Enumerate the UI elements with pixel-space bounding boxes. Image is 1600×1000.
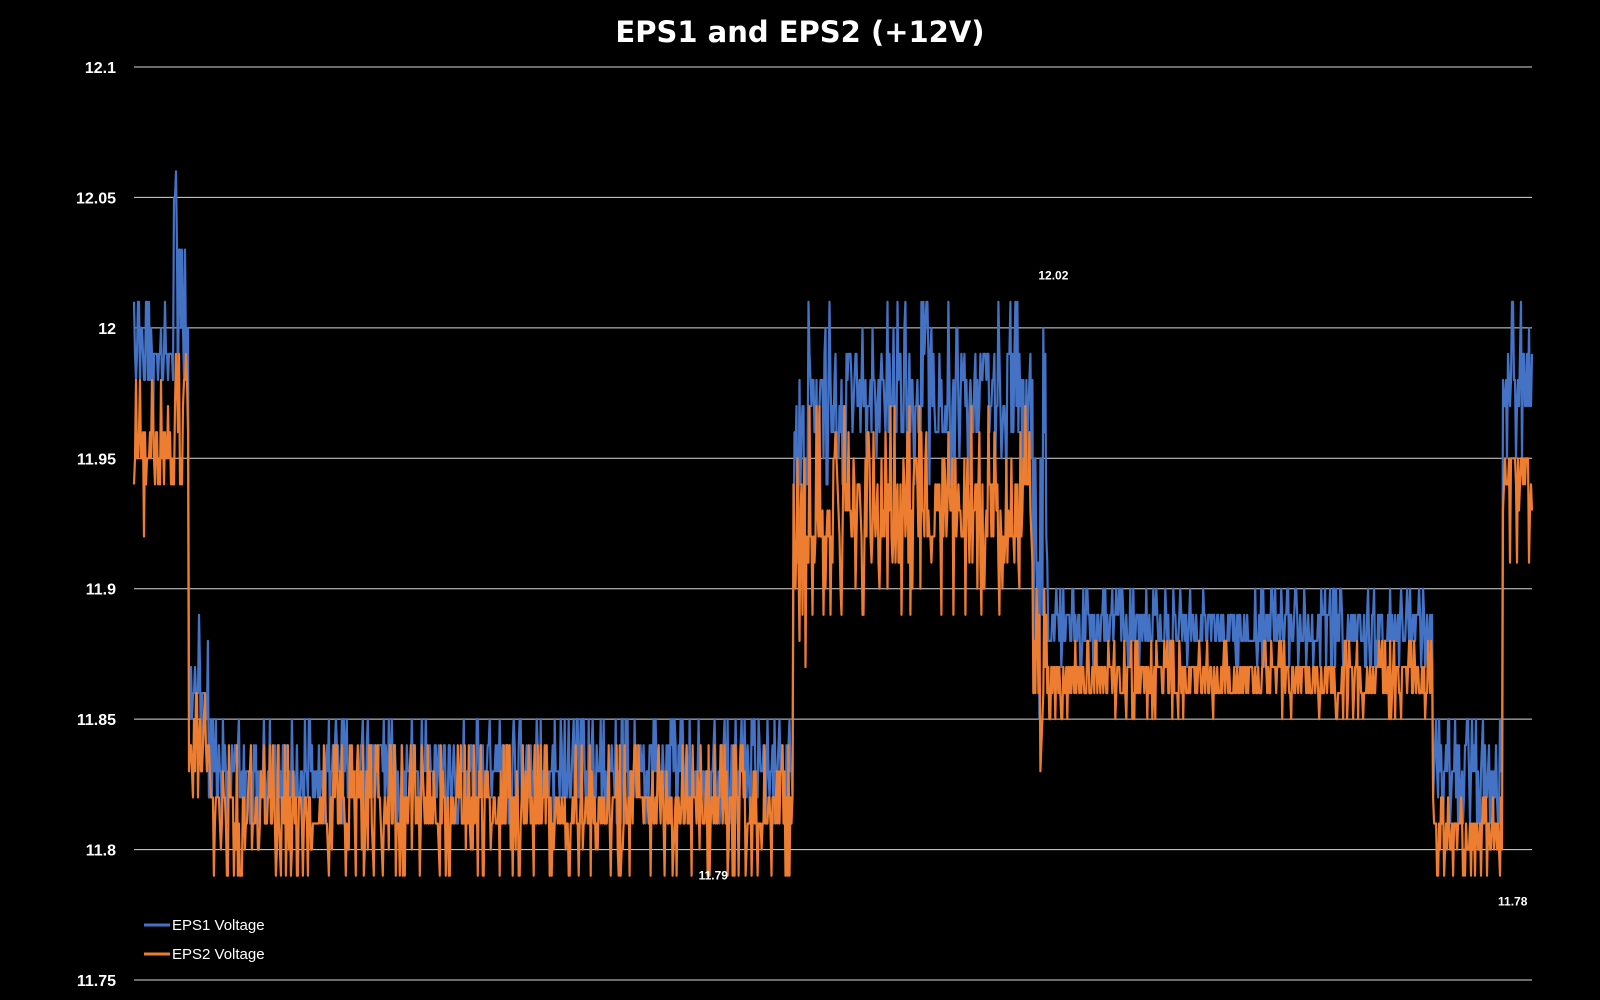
y-axis-tick-labels: 11.75 11.8 11.85 11.9 11.95 12 12.05 12.1 [76, 60, 116, 990]
y-tick-label: 12.1 [85, 60, 116, 77]
y-tick-label: 11.75 [77, 973, 116, 990]
y-tick-label: 12.05 [76, 190, 116, 207]
y-tick-label: 11.85 [77, 712, 116, 729]
series-lines [132, 170, 1534, 877]
y-tick-label: 11.8 [86, 843, 116, 860]
data-labels: 12.02 11.79 11.78 [699, 269, 1528, 909]
series-line-2 [132, 352, 1534, 877]
legend-label: EPS2 Voltage [172, 946, 265, 963]
series-line-1 [132, 170, 1534, 825]
data-label: 12.02 [1038, 269, 1068, 283]
legend-label: EPS1 Voltage [172, 917, 265, 934]
data-label: 11.79 [699, 869, 729, 883]
legend: EPS1 Voltage EPS2 Voltage [144, 917, 265, 963]
y-tick-label: 12 [98, 321, 116, 338]
y-tick-label: 11.95 [77, 451, 116, 468]
data-label: 11.78 [1498, 895, 1528, 909]
chart-title: EPS1 and EPS2 (+12V) [615, 15, 984, 49]
y-tick-label: 11.9 [86, 582, 116, 599]
